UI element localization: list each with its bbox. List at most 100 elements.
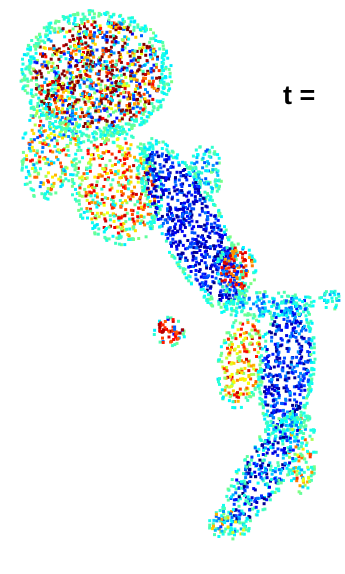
point	[61, 82, 64, 85]
point	[296, 339, 299, 342]
point	[234, 296, 237, 299]
point	[93, 231, 96, 234]
point	[325, 290, 328, 293]
point	[188, 217, 191, 220]
point	[189, 173, 192, 176]
point	[178, 179, 181, 182]
point	[123, 243, 126, 246]
point	[194, 181, 197, 184]
point	[113, 52, 116, 55]
point	[180, 185, 183, 188]
point	[124, 155, 127, 158]
point	[143, 83, 146, 86]
point	[292, 467, 295, 470]
point	[89, 46, 92, 49]
point	[228, 399, 231, 402]
point	[307, 322, 310, 325]
point	[82, 65, 85, 68]
point	[81, 19, 84, 22]
point	[74, 112, 77, 115]
point	[37, 38, 40, 41]
point	[199, 283, 202, 286]
point	[29, 101, 32, 104]
point	[232, 294, 235, 297]
point	[85, 33, 88, 36]
point	[306, 369, 309, 372]
point	[48, 26, 51, 29]
point	[229, 288, 232, 291]
point	[288, 399, 291, 402]
point	[217, 209, 220, 212]
point	[81, 111, 84, 114]
point	[217, 266, 220, 269]
point	[101, 49, 104, 52]
point	[95, 132, 98, 135]
point	[124, 42, 127, 45]
point	[274, 438, 277, 441]
point	[187, 279, 190, 282]
point	[198, 249, 201, 252]
point	[168, 87, 171, 90]
point	[102, 185, 105, 188]
point	[275, 325, 278, 328]
point	[291, 457, 294, 460]
point	[277, 482, 280, 485]
point	[69, 72, 72, 75]
point	[30, 61, 33, 64]
point	[26, 183, 29, 186]
point	[58, 151, 61, 154]
point	[72, 105, 75, 108]
point	[286, 347, 289, 350]
point	[148, 161, 151, 164]
point	[308, 338, 311, 341]
point	[149, 56, 152, 59]
point	[104, 140, 107, 143]
point	[74, 17, 77, 20]
point	[251, 255, 254, 258]
point	[258, 356, 261, 359]
point	[151, 202, 154, 205]
point	[127, 196, 130, 199]
point	[268, 486, 271, 489]
point	[195, 156, 198, 159]
point	[152, 168, 155, 171]
point	[39, 120, 42, 123]
point	[133, 124, 136, 127]
point	[248, 480, 251, 483]
point	[133, 20, 136, 23]
point	[98, 12, 101, 15]
point	[229, 395, 232, 398]
point	[233, 289, 236, 292]
point	[168, 336, 171, 339]
point	[109, 30, 112, 33]
point	[142, 113, 145, 116]
point	[295, 413, 298, 416]
point	[274, 435, 277, 438]
point	[113, 220, 116, 223]
point	[62, 179, 65, 182]
point	[220, 215, 223, 218]
point	[279, 409, 282, 412]
point	[200, 276, 203, 279]
point	[81, 195, 84, 198]
point	[149, 28, 152, 31]
point	[208, 198, 211, 201]
point	[110, 22, 113, 25]
point	[57, 20, 60, 23]
point	[39, 131, 42, 134]
point	[126, 28, 129, 31]
point	[30, 58, 33, 61]
point	[208, 236, 211, 239]
point	[128, 165, 131, 168]
point	[220, 266, 223, 269]
point	[159, 208, 162, 211]
point	[212, 519, 215, 522]
point	[303, 389, 306, 392]
point	[128, 218, 131, 221]
point	[179, 332, 182, 335]
point	[207, 293, 210, 296]
point	[263, 502, 266, 505]
point	[212, 525, 215, 528]
point	[209, 214, 212, 217]
point	[182, 169, 185, 172]
